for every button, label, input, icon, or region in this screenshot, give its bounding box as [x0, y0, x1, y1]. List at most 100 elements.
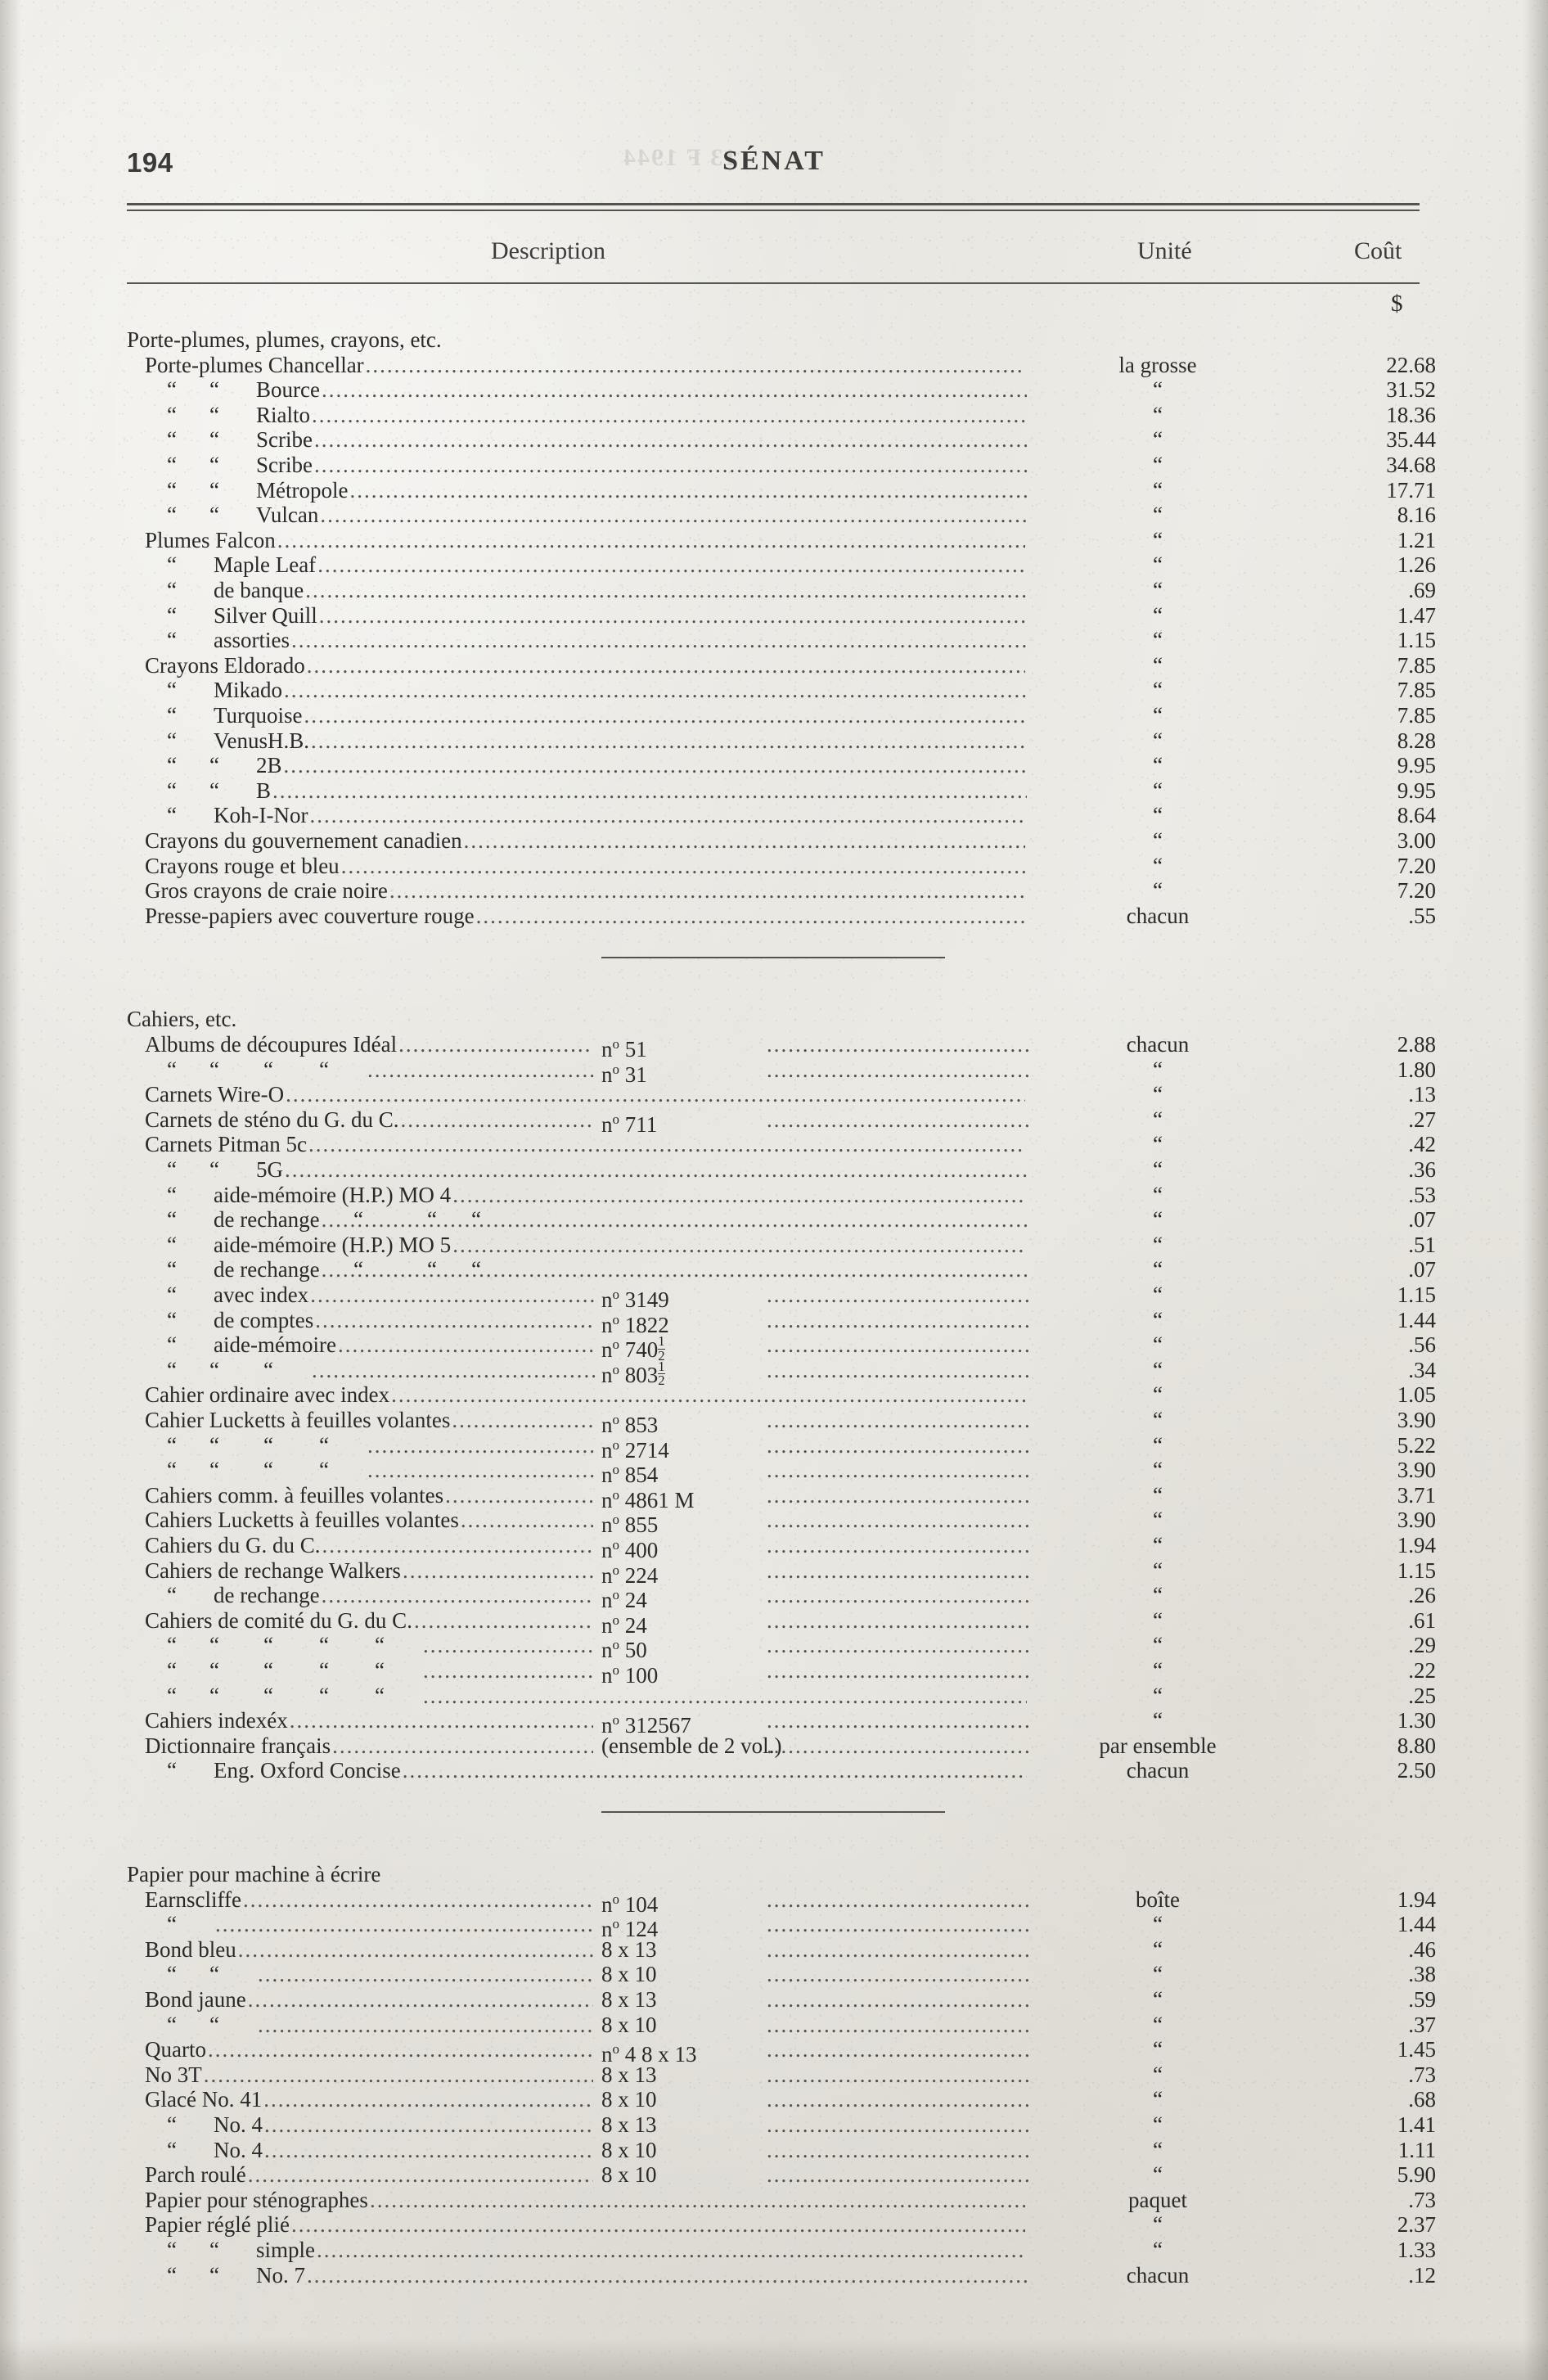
ditto-mark: “	[263, 1432, 273, 1458]
row-label: Gros crayons de craie noire	[145, 878, 388, 904]
row-cost: 1.26	[1397, 552, 1436, 578]
row-unit: “	[1153, 1282, 1163, 1307]
row-unit: “	[1153, 453, 1163, 477]
price-row: “ “ Scribe “ 35.44	[0, 427, 1548, 453]
row-cost: 7.20	[1397, 853, 1436, 878]
ditto-mark: “	[209, 2012, 219, 2037]
ditto-mark: “	[209, 753, 219, 778]
dot-leader	[291, 628, 1027, 653]
row-unit: “	[1153, 1583, 1163, 1608]
row-unit: “	[1153, 602, 1163, 628]
price-row: Cahiers du G. du C. no 400 “ 1.94	[0, 1533, 1548, 1562]
dot-leader	[314, 427, 1027, 453]
dot-leader	[290, 1708, 593, 1733]
row-description: ““	[160, 2013, 595, 2038]
ditto-mark: “	[167, 1432, 177, 1458]
ditto-mark: “	[263, 1658, 273, 1683]
ditto-mark: “	[167, 427, 177, 453]
row-unit: “	[1153, 427, 1163, 453]
dot-leader	[391, 1382, 1025, 1408]
price-row: “ de comptes no 1822 “ 1.44	[0, 1307, 1548, 1337]
price-row: Carnets Pitman 5c “ .42	[0, 1132, 1548, 1157]
row-description: Bond jaune	[145, 1987, 595, 2013]
row-unit: boîte	[1136, 1886, 1180, 1912]
dot-leader	[767, 1032, 1028, 1057]
price-row: Cahiers indexéx no 312567 “ 1.30	[0, 1708, 1548, 1738]
price-row: “ Koh-I-Nor “ 8.64	[0, 803, 1548, 828]
row-label: de banque	[214, 578, 304, 602]
row-unit: “	[1153, 878, 1163, 904]
dot-leader	[370, 2188, 1025, 2213]
row-cost: 1.44	[1397, 1307, 1436, 1332]
row-cost: 7.85	[1397, 678, 1436, 703]
price-row: ““““de rechange“.07	[0, 1207, 1548, 1233]
row-label: Carnets de sténo du G. du C.	[145, 1107, 399, 1132]
row-description: “ de comptes	[160, 1308, 595, 1333]
row-cost: .29	[1408, 1633, 1436, 1658]
dot-leader	[243, 1887, 593, 1913]
price-row: Cahiers comm. à feuilles volantes no 4861…	[0, 1482, 1548, 1512]
row-cost: 1.30	[1397, 1708, 1436, 1733]
ditto-mark: “	[167, 1057, 177, 1082]
price-row: Porte-plumes Chancellar la grosse 22.68	[0, 353, 1548, 378]
row-unit: “	[1153, 652, 1163, 678]
row-description: “ “ Rialto	[160, 403, 1027, 428]
row-spec: no 4861 M	[601, 1483, 765, 1513]
row-unit: “	[1153, 1683, 1163, 1708]
row-spec: no 24	[601, 1608, 765, 1639]
ditto-mark: “	[209, 1962, 219, 1987]
row-spec-value: 8 x 13	[601, 2112, 657, 2137]
row-unit: “	[1153, 1508, 1163, 1533]
row-cost: 7.85	[1397, 703, 1436, 728]
row-spec: no 400	[601, 1533, 765, 1563]
row-unit: “	[1153, 1962, 1163, 1987]
row-label: Eng. Oxford Concise	[214, 1758, 401, 1783]
row-label: Cahier Lucketts à feuilles volantes	[145, 1408, 451, 1432]
row-unit: “	[1153, 402, 1163, 427]
row-unit: chacun	[1126, 2262, 1190, 2288]
ditto-mark: “	[167, 552, 177, 578]
row-label: Koh-I-Nor	[214, 803, 308, 828]
row-label: Crayons rouge et bleu	[145, 853, 340, 878]
row-spec-value: 8 x 10	[601, 1962, 657, 1987]
row-spec-value: no 3149	[601, 1287, 669, 1312]
ditto-mark: “	[209, 1432, 219, 1458]
row-cost: .26	[1408, 1583, 1436, 1608]
row-spec: no 24	[601, 1583, 765, 1613]
row-cost: .51	[1408, 1232, 1436, 1257]
ditto-mark: “	[167, 1583, 177, 1608]
dot-leader	[767, 1358, 1028, 1383]
row-cost: 35.44	[1386, 427, 1436, 453]
row-label: Turquoise	[214, 703, 303, 728]
row-label: Dictionnaire français	[145, 1733, 331, 1758]
row-label: Cahiers Lucketts à feuilles volantes	[145, 1508, 459, 1533]
price-row: ““8 x 10“.38	[0, 1962, 1548, 1987]
row-unit: “	[1153, 1332, 1163, 1358]
dot-leader	[367, 1433, 595, 1458]
price-row: No 3T 8 x 13 “ .73	[0, 2062, 1548, 2088]
row-spec: no 855	[601, 1508, 765, 1538]
row-unit: “	[1153, 1482, 1163, 1508]
ditto-mark: “	[209, 427, 219, 453]
section-separator-rule	[601, 1811, 945, 1814]
row-label: Maple Leaf	[214, 552, 317, 578]
ditto-mark: “	[167, 778, 177, 803]
row-spec: 8 x 13	[601, 1987, 765, 2013]
row-label: Bource	[256, 377, 320, 403]
row-cost: .69	[1408, 578, 1436, 602]
row-spec: no 854	[601, 1458, 765, 1488]
row-cost: .46	[1408, 1936, 1436, 1962]
row-description: Plumes Falcon	[145, 528, 1027, 553]
row-cost: 3.00	[1397, 828, 1436, 853]
price-row: “ “ Métropole “ 17.71	[0, 478, 1548, 503]
price-row: “ “ Vulcan “ 8.16	[0, 503, 1548, 528]
row-description: Presse-papiers avec couverture rouge	[145, 904, 1027, 929]
row-label: Bond bleu	[145, 1936, 236, 1962]
row-description: Carnets Wire-O	[145, 1082, 1027, 1107]
price-row: “ de banque “ .69	[0, 578, 1548, 603]
dot-leader	[452, 1233, 1027, 1258]
row-label: Carnets Wire-O	[145, 1082, 285, 1107]
price-row: “ aide-mémoire (H.P.) MO 5 “ .51	[0, 1233, 1548, 1258]
row-cost: .07	[1408, 1257, 1436, 1282]
row-cost: 2.88	[1397, 1032, 1436, 1057]
